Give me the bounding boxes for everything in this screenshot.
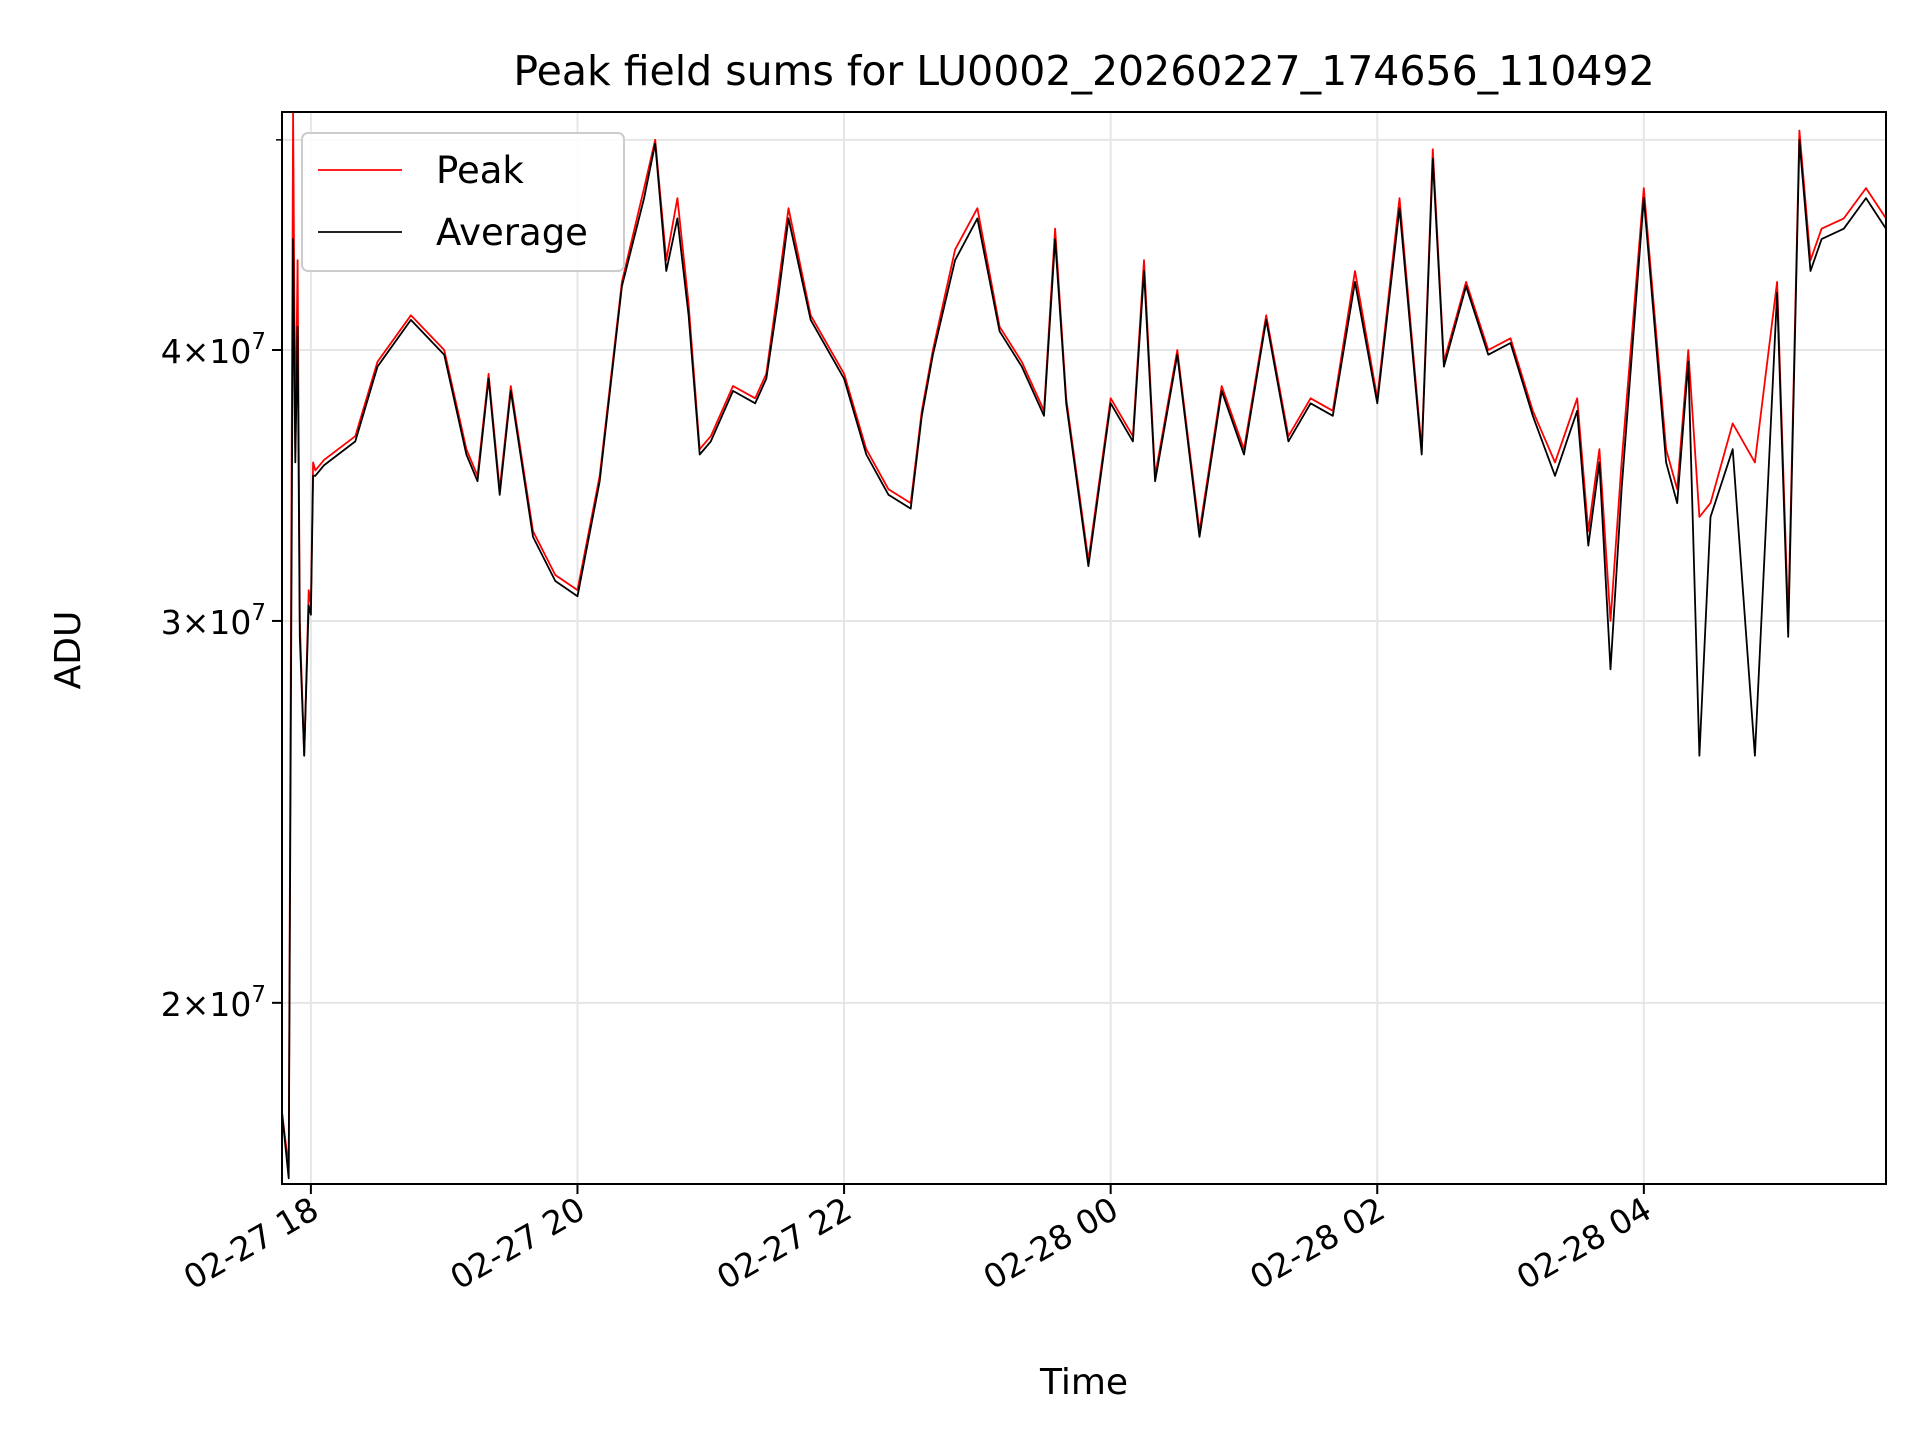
series-line-peak	[281, 111, 1887, 1168]
y-tick-base: 10	[209, 603, 251, 642]
y-tick-exponent: 7	[251, 329, 266, 355]
legend-label-average: Average	[436, 211, 588, 254]
y-tick-exponent: 7	[251, 982, 266, 1008]
legend: Peak Average	[301, 132, 625, 272]
x-tick-label: 02-28 02	[1243, 1189, 1391, 1297]
y-tick-exponent: 7	[251, 600, 266, 626]
y-tick-times: ×	[182, 603, 210, 642]
x-tick-label: 02-28 04	[1510, 1189, 1658, 1297]
x-axis: 02-27 18 02-27 20 02-27 22 02-28 00 02-28 02…	[177, 1184, 1658, 1297]
x-tick-label: 02-28 00	[977, 1189, 1125, 1297]
series-group	[281, 111, 1887, 1180]
y-tick-label: 4×107	[161, 329, 266, 371]
y-tick-mantissa: 3	[161, 603, 182, 642]
legend-label-peak: Peak	[436, 149, 524, 192]
y-tick-label: 3×107	[161, 600, 266, 642]
y-axis-label: ADU	[48, 611, 89, 690]
y-tick-times: ×	[182, 985, 210, 1024]
x-axis-label: Time	[1039, 1362, 1128, 1403]
y-tick-label: 2×107	[161, 982, 266, 1024]
x-tick-label: 02-27 20	[443, 1189, 591, 1297]
x-tick-label: 02-27 18	[177, 1189, 325, 1297]
series-line-average	[281, 138, 1887, 1180]
y-tick-base: 10	[209, 332, 251, 371]
y-tick-times: ×	[182, 332, 210, 371]
plot-frame	[281, 111, 1887, 1185]
x-tick-label: 02-27 22	[710, 1189, 858, 1297]
legend-box	[301, 132, 625, 272]
grid	[282, 112, 1886, 1184]
y-tick-base: 10	[209, 985, 251, 1024]
y-tick-mantissa: 2	[161, 985, 182, 1024]
y-tick-mantissa: 4	[161, 332, 182, 371]
chart-title: Peak field sums for LU0002_20260227_1746…	[513, 47, 1654, 95]
